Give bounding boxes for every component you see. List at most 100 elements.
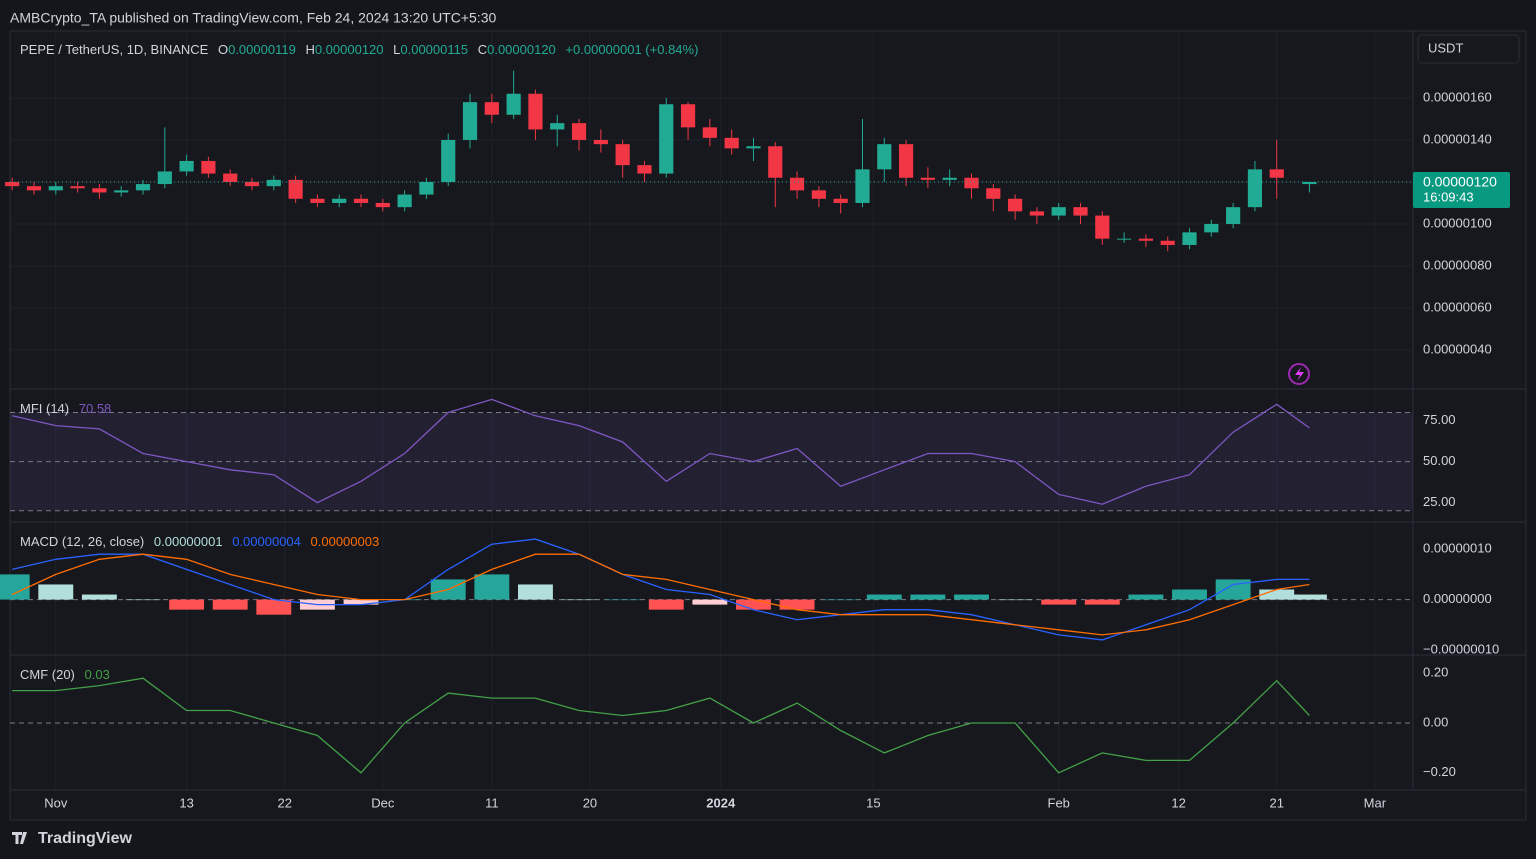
candle-body	[1302, 181, 1317, 185]
candle-body	[310, 198, 325, 203]
price-legend: PEPE / TetherUS, 1D, BINANCE O0.00000119…	[20, 42, 698, 57]
candle-body	[1008, 198, 1023, 212]
histogram-bar	[81, 594, 117, 600]
candle-body	[201, 160, 216, 174]
close-value: 0.00000120	[487, 42, 556, 57]
candle-body	[942, 177, 957, 180]
y-tick-label: 75.00	[1423, 412, 1456, 427]
histogram-bar	[736, 599, 771, 610]
price-tag	[1413, 171, 1510, 208]
plot-layer: Nov 13 22 Dec 11 20 2024 15 Feb 12 21 Mar 0.00000040…	[0, 31, 1526, 810]
countdown: 16:09:43	[1423, 189, 1474, 204]
candle-body	[571, 123, 587, 140]
histogram-bar	[779, 599, 815, 610]
histogram-bar	[692, 599, 728, 605]
candle-body	[5, 181, 20, 187]
macd-title: MACD (12, 26, close)	[20, 534, 144, 549]
y-tick-label: 0.00000080	[1423, 257, 1492, 272]
low-label: L	[393, 42, 400, 57]
candle-body	[1138, 238, 1154, 241]
histogram-bar	[561, 599, 597, 601]
candle-body	[48, 186, 63, 191]
candle-body	[419, 181, 434, 195]
histogram-bar	[1172, 589, 1207, 600]
histogram-bar	[1259, 589, 1295, 600]
candle-body	[1029, 211, 1044, 216]
icon-bolt[interactable]	[1295, 367, 1304, 381]
candle-body	[1095, 215, 1110, 239]
histogram-bar	[38, 584, 74, 600]
candle-body	[528, 93, 543, 130]
y-tick-label: 0.00	[1423, 714, 1448, 729]
candle-body	[135, 184, 151, 191]
candle-body	[157, 171, 172, 185]
histogram-bar	[648, 599, 684, 610]
brand: TradingView	[38, 830, 133, 847]
histogram-bar	[0, 574, 30, 600]
histogram-bar	[1041, 599, 1077, 605]
candle-body	[964, 177, 979, 189]
candle-body	[899, 144, 914, 178]
candle-body	[855, 169, 870, 203]
candle-body	[441, 139, 456, 182]
candle-body	[1051, 207, 1066, 216]
candle-body	[223, 173, 238, 182]
hist-value: 0.00000001	[154, 534, 223, 549]
candle-body	[397, 194, 412, 208]
alert-icon[interactable]	[1288, 363, 1310, 385]
x-tick-label: 20	[583, 795, 597, 810]
candle-body	[179, 160, 194, 172]
histogram-bar	[866, 594, 902, 600]
cmf-title: CMF (20)	[20, 667, 75, 682]
chart-frame	[9, 30, 1527, 821]
x-tick-label: 11	[485, 795, 499, 810]
candle-body	[266, 179, 281, 187]
candle-body	[244, 181, 260, 187]
open-value: 0.00000119	[228, 42, 296, 57]
x-tick-label: 21	[1269, 795, 1283, 810]
candle-body	[70, 186, 85, 189]
icon-circle[interactable]	[1288, 363, 1310, 385]
macd-line	[11, 553, 1310, 636]
histogram-bar	[1291, 594, 1327, 600]
candle-body	[550, 123, 565, 130]
candle-body	[724, 137, 739, 149]
candle-body	[484, 102, 499, 115]
candle-body	[288, 179, 303, 199]
y-tick-label: 0.00000040	[1423, 341, 1492, 356]
currency-button[interactable]	[1417, 34, 1520, 64]
logo-mark	[12, 832, 27, 844]
candle-body	[768, 146, 783, 178]
candle-body	[746, 146, 761, 149]
histogram-bar	[910, 594, 946, 600]
y-tick-label: 0.00000010	[1423, 541, 1492, 556]
candle-body	[659, 104, 674, 174]
indicator-line	[12, 398, 1310, 505]
cmf-value: 0.03	[85, 667, 110, 682]
macd-line	[12, 538, 1310, 641]
x-tick-label: 2024	[706, 795, 736, 810]
candle-body	[615, 144, 630, 166]
low-value: 0.00000115	[400, 42, 468, 57]
indicator-line	[12, 677, 1310, 774]
tradingview-logo: TradingView	[12, 830, 133, 847]
candle-body	[702, 127, 717, 138]
candle-body	[353, 198, 369, 203]
x-tick-label: 22	[277, 795, 291, 810]
high-label: H	[305, 42, 314, 57]
x-tick-label: 13	[179, 795, 193, 810]
currency[interactable]: USDT	[1428, 40, 1463, 55]
candle-body	[789, 177, 805, 191]
histogram-bar	[1215, 579, 1251, 600]
candle-body	[1160, 240, 1175, 245]
histogram-bar	[256, 599, 292, 615]
candle-body	[1073, 207, 1088, 216]
histogram-bar	[474, 574, 510, 600]
x-tick-label: Feb	[1048, 795, 1070, 810]
candle-body	[1226, 207, 1241, 224]
y-tick-label: 0.00000000	[1423, 591, 1492, 606]
x-tick-label: 15	[866, 795, 880, 810]
signal-value: 0.00000003	[311, 534, 380, 549]
